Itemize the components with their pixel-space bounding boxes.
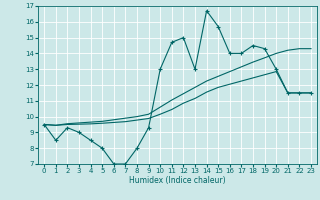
X-axis label: Humidex (Indice chaleur): Humidex (Indice chaleur) [129, 176, 226, 185]
